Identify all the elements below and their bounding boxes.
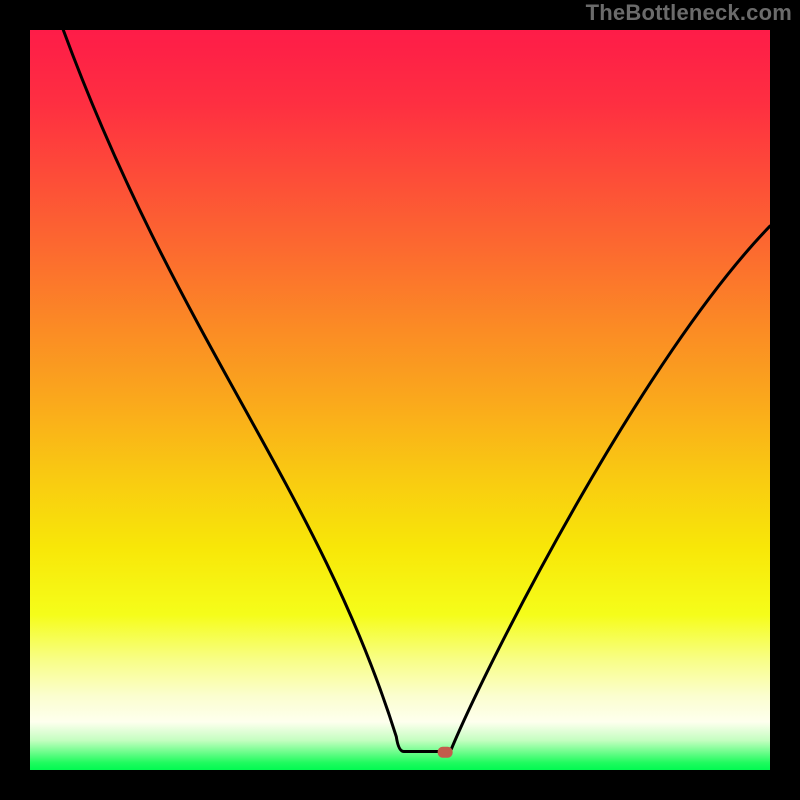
plot-gradient [30,30,770,770]
watermark-text: TheBottleneck.com [586,0,792,26]
chart-svg [0,0,800,800]
chart-canvas: TheBottleneck.com [0,0,800,800]
bottleneck-marker [438,747,453,758]
